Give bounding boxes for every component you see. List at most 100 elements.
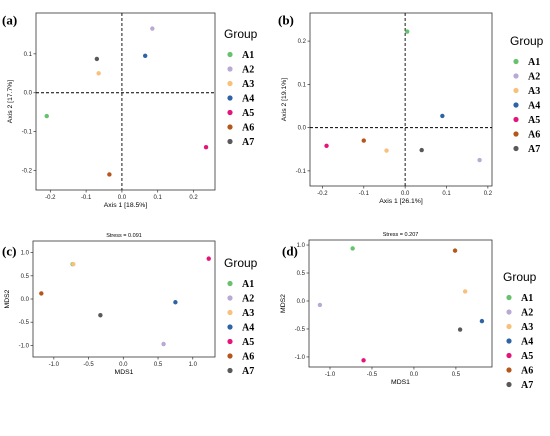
y-tick-label: 0.0 bbox=[298, 126, 307, 132]
data-point-a2 bbox=[150, 26, 155, 31]
legend-label-a7: A7 bbox=[242, 366, 254, 377]
legend-label-a7: A7 bbox=[528, 144, 540, 155]
data-point-a1 bbox=[405, 29, 410, 34]
legend-swatch-a4 bbox=[506, 338, 512, 344]
y-axis-label: MDS2 bbox=[280, 294, 287, 313]
x-tick-label: -0.1 bbox=[359, 191, 370, 197]
x-axis-label: Axis 1 [26.1%] bbox=[379, 198, 423, 205]
legend-label-a6: A6 bbox=[521, 366, 533, 377]
legend-swatch-a7 bbox=[227, 138, 233, 145]
chart-title: Stress = 0.207 bbox=[383, 232, 419, 238]
y-tick-label: 0.1 bbox=[298, 82, 307, 88]
data-point-a2 bbox=[317, 302, 323, 308]
legend-swatch-a2 bbox=[227, 295, 233, 301]
plot-frame bbox=[309, 12, 493, 187]
data-point-a1 bbox=[44, 113, 49, 119]
legend-label-a1: A1 bbox=[242, 50, 254, 61]
legend-swatch-a4 bbox=[227, 95, 233, 101]
x-axis-label: Axis 1 [18.5%] bbox=[104, 202, 148, 209]
legend-label-a2: A2 bbox=[242, 294, 254, 305]
y-tick-label: -0.1 bbox=[22, 130, 33, 136]
legend-swatch-a1 bbox=[227, 51, 233, 58]
panel-1: (a) -0.2 -0.1 0.0 0.1 0.2 -0.2 -0.1 0.0 0.1 Axis 1… bbox=[2, 13, 258, 209]
y-tick-label: -0.5 bbox=[19, 320, 30, 326]
x-tick-label: -0.5 bbox=[83, 362, 94, 368]
y-axis-label: MDS2 bbox=[4, 289, 11, 308]
x-tick-label: 0.2 bbox=[484, 191, 493, 197]
data-point-a7 bbox=[457, 327, 463, 332]
y-tick-label: 0.0 bbox=[24, 91, 33, 97]
data-point-a3 bbox=[71, 262, 76, 267]
legend-title: Group bbox=[224, 27, 258, 41]
legend-label-a2: A2 bbox=[242, 65, 254, 76]
data-point-a6 bbox=[107, 172, 112, 177]
legend-swatch-a4 bbox=[227, 324, 233, 330]
x-tick-label: -1.0 bbox=[49, 362, 60, 368]
legend-swatch-a7 bbox=[506, 381, 512, 388]
data-point-a2 bbox=[161, 341, 166, 347]
legend-swatch-a7 bbox=[513, 145, 519, 152]
data-point-a4 bbox=[142, 53, 148, 58]
data-point-a2 bbox=[477, 157, 482, 163]
y-tick-label: 0.5 bbox=[297, 271, 306, 277]
legend-swatch-a2 bbox=[227, 66, 233, 72]
legend-label-a6: A6 bbox=[528, 130, 540, 141]
legend-label-a1: A1 bbox=[521, 293, 533, 304]
legend-swatch-a7 bbox=[227, 367, 233, 374]
panel-label: (d) bbox=[282, 244, 298, 259]
legend-label-a4: A4 bbox=[242, 94, 254, 105]
legend-label-a3: A3 bbox=[528, 86, 540, 97]
data-point-a7 bbox=[419, 147, 424, 153]
legend-label-a3: A3 bbox=[521, 322, 533, 333]
x-tick-label: 1.0 bbox=[189, 362, 198, 368]
x-tick-label: 0.1 bbox=[442, 191, 451, 197]
x-tick-label: -0.5 bbox=[367, 372, 378, 378]
legend-label-a5: A5 bbox=[521, 351, 533, 362]
legend-swatch-a6 bbox=[227, 353, 233, 359]
legend-swatch-a1 bbox=[513, 58, 519, 65]
data-point-a1 bbox=[350, 246, 355, 251]
legend-swatch-a5 bbox=[513, 116, 519, 123]
legend-swatch-a5 bbox=[227, 338, 233, 345]
data-point-a3 bbox=[462, 289, 468, 294]
legend-label-a5: A5 bbox=[528, 115, 540, 126]
y-tick-label: -1.0 bbox=[19, 343, 30, 349]
legend-swatch-a4 bbox=[513, 102, 519, 108]
data-point-a7 bbox=[98, 313, 103, 318]
plot-frame bbox=[308, 239, 493, 368]
panel-label: (b) bbox=[278, 13, 294, 28]
data-point-a5 bbox=[361, 358, 366, 363]
legend-swatch-a2 bbox=[506, 309, 512, 315]
data-point-a4 bbox=[440, 113, 445, 119]
legend-label-a2: A2 bbox=[521, 308, 533, 319]
chart-title: Stress = 0.091 bbox=[106, 233, 142, 239]
data-point-a5 bbox=[324, 143, 329, 148]
legend-label-a4: A4 bbox=[521, 337, 533, 348]
y-tick-label: 0.0 bbox=[21, 297, 30, 303]
legend: Group A1 A2 A3 A4 A5 A6 A7 bbox=[510, 34, 544, 155]
x-tick-label: -0.1 bbox=[81, 195, 92, 201]
x-tick-label: -1.0 bbox=[325, 372, 336, 378]
panel-3: (c) Stress = 0.091 -1.0 -0.5 0.0 0.5 1.0 -1.0 -0… bbox=[2, 233, 258, 377]
panel-label: (a) bbox=[2, 13, 17, 28]
data-point-a6 bbox=[361, 138, 366, 143]
y-tick-label: -0.2 bbox=[22, 169, 33, 175]
y-tick-label: 1.0 bbox=[297, 243, 306, 249]
legend: Group A1 A2 A3 A4 A5 A6 A7 bbox=[503, 270, 537, 391]
legend-label-a4: A4 bbox=[242, 323, 254, 334]
legend-label-a6: A6 bbox=[242, 123, 254, 134]
data-point-a3 bbox=[96, 71, 101, 76]
plot-frame bbox=[32, 240, 216, 358]
panel-label: (c) bbox=[2, 244, 16, 259]
x-axis-label: MDS1 bbox=[115, 369, 134, 376]
legend-swatch-a3 bbox=[506, 323, 512, 330]
legend-swatch-a3 bbox=[227, 80, 233, 87]
x-tick-label: 0.1 bbox=[154, 195, 163, 201]
legend: Group A1 A2 A3 A4 A5 A6 A7 bbox=[224, 27, 258, 148]
x-tick-label: 0.5 bbox=[452, 372, 461, 378]
legend-swatch-a6 bbox=[506, 367, 512, 373]
y-tick-label: 1.0 bbox=[21, 251, 30, 257]
y-tick-label: -0.5 bbox=[295, 327, 306, 333]
legend-title: Group bbox=[510, 34, 544, 48]
